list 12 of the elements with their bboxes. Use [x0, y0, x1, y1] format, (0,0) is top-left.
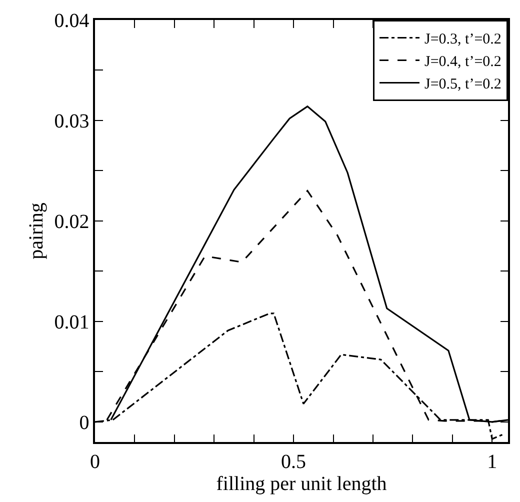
y-tick-label: 0.04 — [54, 10, 90, 32]
legend-label: J=0.4, t’=0.2 — [424, 54, 502, 70]
x-axis-title: filling per unit length — [216, 472, 387, 495]
y-tick-label: 0.01 — [54, 311, 90, 334]
x-tick-label: 0.5 — [281, 450, 306, 473]
legend-label: J=0.3, t’=0.2 — [424, 32, 502, 48]
y-tick-label: 0 — [79, 412, 90, 434]
y-tick-label: 0.02 — [54, 210, 90, 233]
legend-label: J=0.5, t’=0.2 — [424, 76, 502, 93]
y-axis-title: pairing — [25, 202, 48, 260]
y-tick-label: 0.03 — [54, 110, 90, 132]
x-tick-label: 1 — [487, 450, 498, 473]
